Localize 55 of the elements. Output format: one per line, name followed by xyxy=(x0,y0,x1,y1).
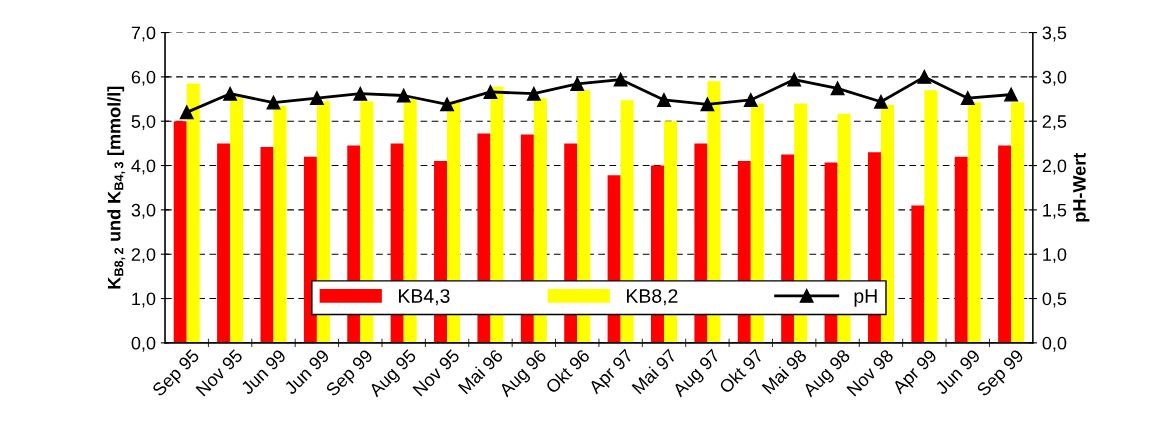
legend-label: pH xyxy=(854,289,877,307)
y-tick-label: 7,0 xyxy=(131,26,156,42)
point xyxy=(960,91,975,106)
point xyxy=(396,88,411,103)
y-tick-label: 6,0 xyxy=(131,70,156,86)
point xyxy=(570,77,585,91)
y2-tick-label: 3,5 xyxy=(1042,26,1067,42)
point xyxy=(266,95,281,110)
y2-tick-label: 1,0 xyxy=(1043,248,1067,264)
point xyxy=(353,86,368,101)
y-axis-title: K$_{B8,2}$ und K$_{B4,3}$ [mmol/l] xyxy=(107,86,126,289)
y2-tick-label: 2,5 xyxy=(1042,115,1067,131)
point xyxy=(526,86,541,101)
y-tick-label: 2,0 xyxy=(131,248,156,264)
point xyxy=(483,85,498,99)
bar xyxy=(303,156,317,343)
bar xyxy=(217,143,231,343)
bar xyxy=(924,90,938,343)
y-tick-label: 3,0 xyxy=(131,203,156,219)
bar xyxy=(911,205,925,343)
legend-label: KB4,3 xyxy=(399,289,450,306)
point xyxy=(874,94,888,109)
y2-tick-label: 0,5 xyxy=(1042,292,1067,308)
bar xyxy=(1011,102,1025,343)
point xyxy=(223,86,238,101)
point xyxy=(657,92,671,107)
point xyxy=(830,81,845,96)
legend-label: KB8,2 xyxy=(626,289,678,306)
y-tick-label: 1,0 xyxy=(132,292,156,308)
point xyxy=(309,91,324,106)
point xyxy=(787,72,802,87)
y2-tick-label: 0,0 xyxy=(1042,336,1067,352)
bar xyxy=(173,121,187,343)
point xyxy=(1004,87,1019,102)
bar xyxy=(260,146,274,343)
bar xyxy=(954,156,968,343)
bar xyxy=(967,102,981,343)
y2-tick-label: 2,0 xyxy=(1042,159,1067,175)
y-tick-label: 5,0 xyxy=(131,115,156,131)
point xyxy=(700,97,715,112)
y2-tick-label: 3,0 xyxy=(1042,70,1067,86)
y-tick-label: 4,0 xyxy=(131,159,156,175)
bar xyxy=(998,145,1012,343)
bar xyxy=(273,105,287,343)
bar xyxy=(186,83,200,343)
point xyxy=(179,105,194,120)
bar xyxy=(880,104,894,343)
point xyxy=(440,97,455,112)
point xyxy=(917,69,932,84)
y2-tick-label: 1,5 xyxy=(1043,203,1067,219)
y2-axis-title: pH-Wert xyxy=(1073,152,1090,222)
y-tick-label: 0,0 xyxy=(131,336,156,352)
point xyxy=(743,92,758,107)
point xyxy=(613,72,628,87)
bar xyxy=(230,94,244,343)
